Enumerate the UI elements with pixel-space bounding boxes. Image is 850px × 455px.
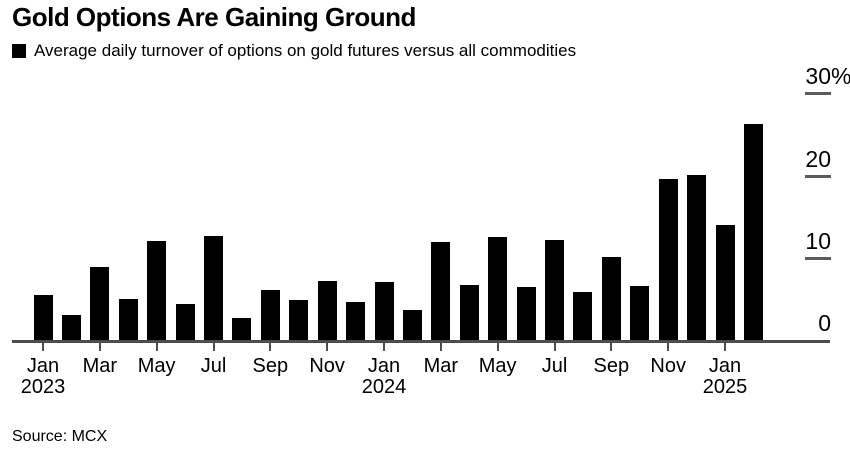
x-axis-label: May [137,355,176,377]
y-axis-label: 20 [805,145,831,172]
bar [33,294,53,340]
chart-title: Gold Options Are Gaining Ground [12,2,416,32]
x-axis-tick [667,343,670,351]
bar [601,256,621,340]
x-axis-label: Jul [541,355,568,377]
x-axis-label: Jan 2023 [20,355,66,398]
y-axis-label: 30% [805,63,850,90]
x-axis-tick [155,343,158,351]
bar [687,174,707,340]
bar [175,303,195,340]
x-axis-tick [42,343,44,351]
x-axis-tick [496,343,499,351]
y-axis-tick [805,174,831,178]
source-note: Source: MCX [12,428,108,445]
bar [232,317,252,340]
y-axis-label: 0 [818,310,831,336]
bar [459,284,479,340]
legend: Average daily turnover of options on gol… [12,42,576,60]
bar [573,292,593,340]
bar [488,237,508,340]
legend-marker-icon [12,44,26,58]
bar [118,298,138,340]
x-axis-label: Jul [200,355,227,377]
y-axis-tick [805,256,831,260]
x-axis-label: Jan 2025 [702,355,748,398]
bar [402,310,422,340]
x-axis-tick [326,343,329,351]
x-axis-tick [98,343,101,351]
bar [658,178,678,340]
x-axis-tick [724,343,726,351]
bar [204,236,223,340]
x-axis-label: Mar [82,355,118,377]
legend-label: Average daily turnover of options on gol… [34,41,577,60]
bar [61,315,81,340]
bar [346,302,366,340]
x-axis-tick [553,343,556,351]
bar [431,242,451,340]
x-axis-tick [212,343,215,351]
y-axis-tick [805,92,831,96]
x-axis-label: Mar [423,355,459,377]
x-axis-label: Sep [593,355,630,377]
bar [90,266,110,340]
x-axis-label: May [478,355,517,377]
x-axis-tick [269,343,272,351]
x-axis-label: Nov [309,355,345,377]
bar [289,299,309,340]
bar [147,241,167,340]
bar [545,239,564,340]
x-axis-tick [383,343,385,351]
bar [516,287,536,340]
x-axis-label: Nov [650,355,686,377]
bar [743,123,763,340]
y-axis-label: 10 [805,227,831,254]
x-axis-label: Jan 2024 [361,355,407,398]
x-axis-line [12,340,830,343]
bar [260,289,280,340]
bar [374,281,394,340]
x-axis-tick [610,343,613,351]
x-axis-tick [439,343,442,351]
bar [715,224,735,340]
bar [630,285,650,340]
bar [317,280,337,340]
x-axis-label: Sep [252,355,289,377]
